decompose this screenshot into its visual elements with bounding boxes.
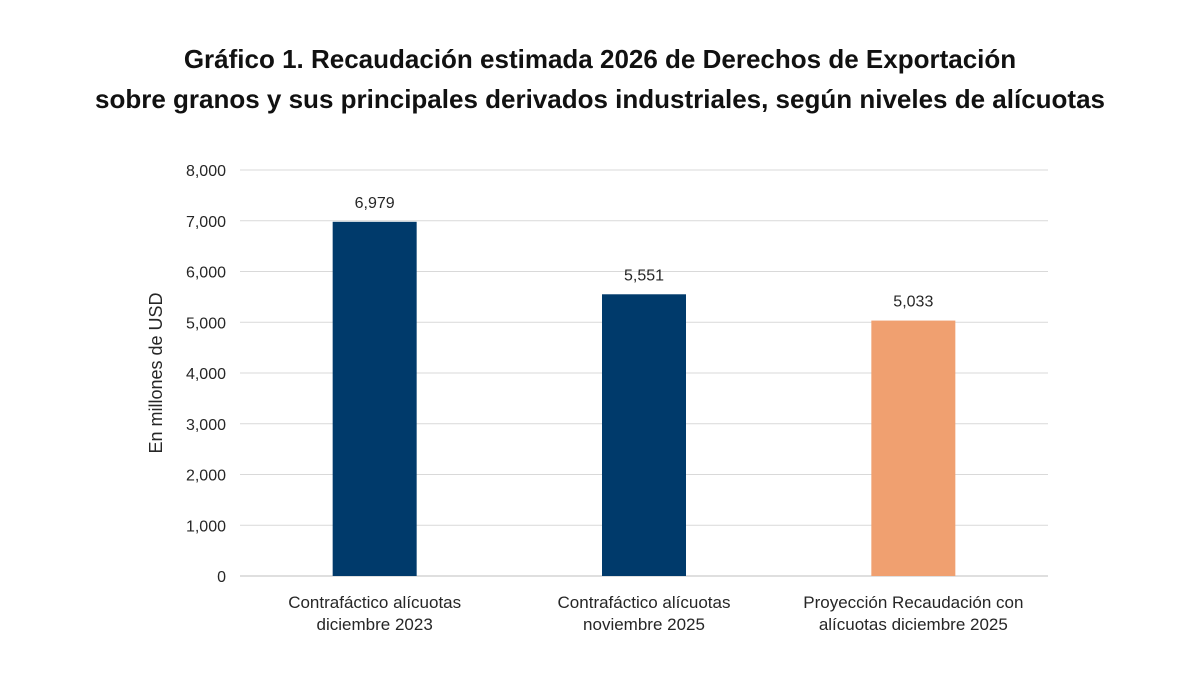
- y-tick-label: 5,000: [186, 315, 226, 332]
- y-tick-label: 8,000: [186, 163, 226, 180]
- bars: [332, 221, 956, 577]
- bar-2: [602, 294, 686, 576]
- bar-value-labels: 6,979 5,551 5,033: [355, 195, 934, 311]
- y-axis-tick-labels: 0 1,000 2,000 3,000 4,000 5,000 6,000 7,000 8,00…: [186, 163, 226, 586]
- bar-1: [332, 221, 417, 577]
- bar-3: [871, 320, 956, 576]
- bar-value-label: 6,979: [355, 195, 395, 212]
- y-tick-label: 6,000: [186, 265, 226, 282]
- chart-title-line-1: Gráfico 1. Recaudación estimada 2026 de …: [183, 44, 1017, 74]
- y-tick-label: 3,000: [186, 417, 226, 434]
- y-tick-label: 0: [217, 569, 226, 586]
- category-label: Contrafáctico alícuotas diciembre 2023: [288, 593, 461, 634]
- y-tick-label: 1,000: [186, 518, 226, 535]
- bar-value-label: 5,551: [624, 267, 664, 284]
- y-axis-title: En millones de USD: [146, 292, 166, 453]
- category-label: Contrafáctico alícuotas noviembre 2025: [558, 593, 731, 634]
- y-tick-label: 4,000: [186, 366, 226, 383]
- y-tick-label: 2,000: [186, 468, 226, 485]
- bar-value-label: 5,033: [893, 294, 933, 311]
- category-label: Proyección Recaudación con alícuotas dici…: [803, 593, 1023, 634]
- y-tick-label: 7,000: [186, 214, 226, 231]
- chart-title-line-2: sobre granos y sus principales derivados…: [94, 84, 1106, 114]
- x-axis-category-labels: Contrafáctico alícuotas diciembre 2023 Con…: [288, 593, 1023, 634]
